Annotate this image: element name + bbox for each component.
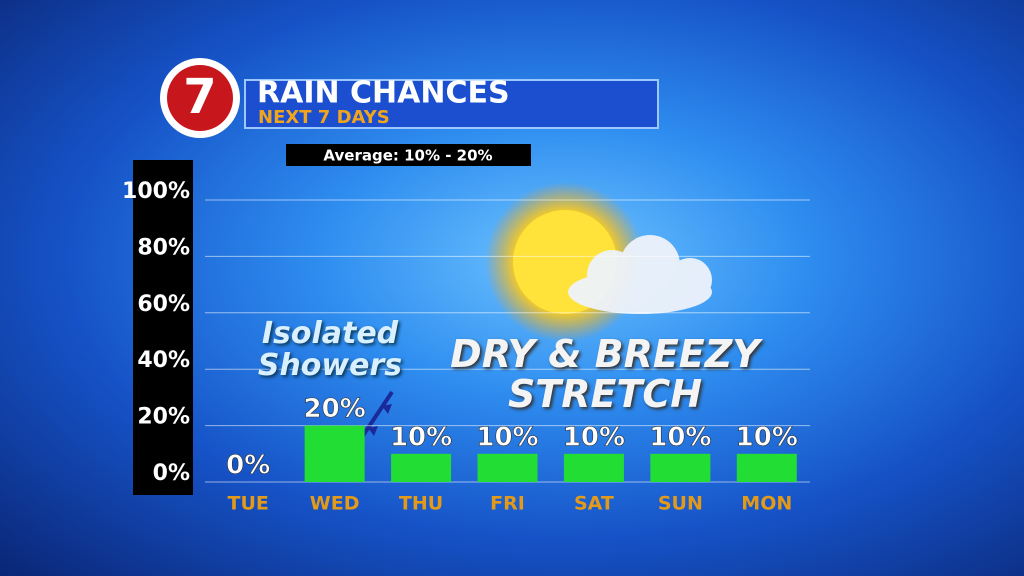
axis-panel bbox=[133, 160, 193, 495]
x-tick-label: MON bbox=[741, 493, 792, 515]
y-tick-label: 100% bbox=[122, 179, 190, 204]
value-label: 10% bbox=[476, 422, 538, 452]
y-tick-label: 60% bbox=[137, 292, 190, 317]
cloud bbox=[568, 235, 712, 314]
y-tick-label: 40% bbox=[137, 348, 190, 373]
title-banner bbox=[244, 79, 659, 129]
value-label: 0% bbox=[226, 451, 270, 481]
chart-subtitle: NEXT 7 DAYS bbox=[258, 107, 390, 128]
annotation: DRY & BREEZY STRETCH bbox=[450, 332, 760, 416]
note: Average: 10% - 20% bbox=[323, 147, 492, 165]
value-label: 10% bbox=[563, 422, 625, 452]
bar bbox=[391, 453, 452, 482]
x-tick-label: TUE bbox=[228, 493, 269, 515]
value-label: 20% bbox=[304, 394, 366, 424]
x-tick-label: THU bbox=[399, 493, 443, 515]
y-tick-label: 20% bbox=[137, 405, 190, 430]
value-label: 10% bbox=[390, 422, 452, 452]
logo-disc bbox=[167, 65, 233, 131]
x-tick-label: WED bbox=[310, 493, 360, 515]
x-tick-label: SUN bbox=[658, 493, 703, 515]
annotation: Isolated Showers bbox=[257, 316, 403, 383]
bar bbox=[650, 453, 711, 482]
y-tick-label: 80% bbox=[137, 235, 190, 260]
bar bbox=[736, 453, 797, 482]
value-label: 10% bbox=[649, 422, 711, 452]
note-box bbox=[286, 144, 531, 166]
bar bbox=[477, 453, 538, 482]
bar bbox=[563, 453, 624, 482]
chart-title: RAIN CHANCES bbox=[257, 76, 510, 111]
y-tick-label: 0% bbox=[153, 461, 190, 486]
logo: 7 bbox=[183, 69, 216, 125]
bar bbox=[304, 425, 365, 482]
value-label: 10% bbox=[736, 422, 798, 452]
x-tick-label: SAT bbox=[574, 493, 614, 515]
x-tick-label: FRI bbox=[490, 493, 525, 515]
